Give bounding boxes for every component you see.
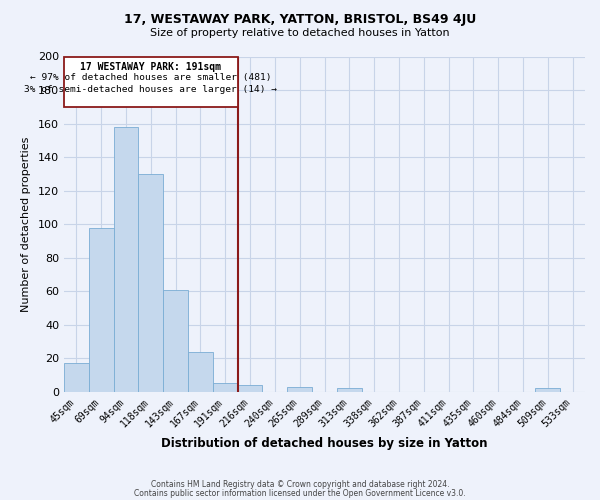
Bar — [213, 384, 238, 392]
Bar — [287, 387, 312, 392]
X-axis label: Distribution of detached houses by size in Yatton: Distribution of detached houses by size … — [161, 437, 488, 450]
Bar — [89, 228, 113, 392]
Text: 17 WESTAWAY PARK: 191sqm: 17 WESTAWAY PARK: 191sqm — [80, 62, 221, 72]
Bar — [535, 388, 560, 392]
FancyBboxPatch shape — [64, 56, 238, 107]
Bar — [64, 364, 89, 392]
Text: Size of property relative to detached houses in Yatton: Size of property relative to detached ho… — [150, 28, 450, 38]
Bar — [113, 127, 139, 392]
Bar — [188, 352, 213, 392]
Text: Contains HM Land Registry data © Crown copyright and database right 2024.: Contains HM Land Registry data © Crown c… — [151, 480, 449, 489]
Bar — [337, 388, 362, 392]
Text: Contains public sector information licensed under the Open Government Licence v3: Contains public sector information licen… — [134, 488, 466, 498]
Bar — [139, 174, 163, 392]
Bar — [163, 290, 188, 392]
Text: 3% of semi-detached houses are larger (14) →: 3% of semi-detached houses are larger (1… — [25, 85, 277, 94]
Text: ← 97% of detached houses are smaller (481): ← 97% of detached houses are smaller (48… — [30, 74, 272, 82]
Bar — [238, 385, 262, 392]
Text: 17, WESTAWAY PARK, YATTON, BRISTOL, BS49 4JU: 17, WESTAWAY PARK, YATTON, BRISTOL, BS49… — [124, 12, 476, 26]
Y-axis label: Number of detached properties: Number of detached properties — [21, 136, 31, 312]
